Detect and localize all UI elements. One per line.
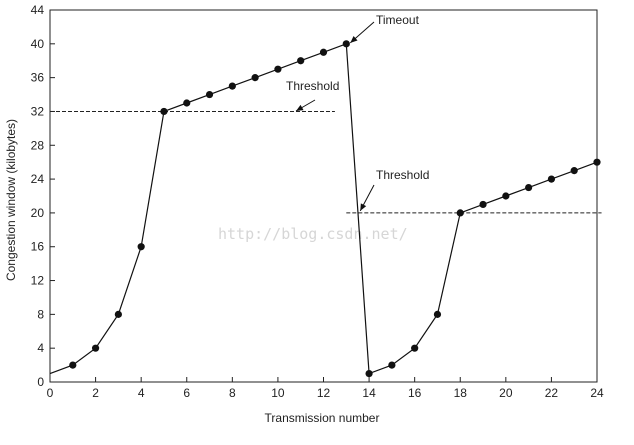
data-point [137,243,145,251]
y-tick-label: 44 [31,3,45,17]
x-tick-label: 20 [499,386,513,400]
data-point [114,310,122,318]
data-point [319,48,328,56]
data-point [388,361,396,369]
data-point [91,344,100,352]
x-tick-label: 8 [229,386,236,400]
y-tick-label: 12 [31,274,45,288]
y-tick-label: 32 [31,104,45,118]
y-axis-title: Congestion window (kilobytes) [4,119,18,281]
data-point [502,192,510,200]
annotation-arrowhead [350,35,358,43]
x-axis-title: Transmission number [265,411,380,425]
y-tick-label: 24 [31,172,45,186]
data-point [251,74,259,82]
y-tick-label: 36 [31,71,45,85]
threshold-label: Threshold [286,79,339,93]
data-point [69,361,77,369]
y-tick-label: 20 [31,206,45,220]
x-tick-label: 0 [47,386,54,400]
y-tick-label: 16 [31,240,45,254]
data-point [411,344,419,352]
annotation-arrowhead [296,104,304,111]
annotation-arrowhead [360,203,367,211]
data-point [228,82,236,90]
y-tick-label: 28 [31,138,45,152]
x-tick-label: 10 [271,386,285,400]
x-tick-label: 12 [317,386,331,400]
x-tick-label: 22 [545,386,559,400]
data-point [593,158,601,166]
data-point [365,369,373,378]
data-point [433,310,442,318]
threshold-lines [50,110,602,214]
data-point [160,107,168,116]
x-tick-label: 4 [138,386,145,400]
plot-frame [49,9,598,383]
x-tick-label: 6 [183,386,190,400]
data-point [342,40,350,48]
y-tick-label: 4 [37,341,44,355]
series-line [49,42,598,375]
ticks: 0 2 4 6 8 10 12 14 16 18 20 22 240481216202428323640… [31,3,604,400]
data-point [274,65,282,73]
data-point [570,167,578,175]
threshold-label: Threshold [376,168,429,182]
x-tick-label: 18 [454,386,468,400]
y-tick-label: 0 [37,375,44,389]
x-tick-label: 16 [408,386,422,400]
x-tick-label: 14 [362,386,376,400]
data-point [547,175,556,183]
data-point [456,209,464,217]
data-point [205,90,214,99]
y-tick-label: 40 [31,37,45,51]
data-point [297,57,305,65]
axes [49,9,598,383]
data-point [525,183,533,192]
x-tick-label: 24 [590,386,604,400]
x-tick-label: 2 [92,386,99,400]
annotations: Timeout Threshold Threshold [286,13,429,212]
timeout-label: Timeout [376,13,420,27]
watermark: http://blog.csdn.net/ [218,225,408,243]
data-point [183,99,191,107]
data-point [479,200,487,209]
y-tick-label: 8 [37,307,44,321]
series [49,40,601,378]
